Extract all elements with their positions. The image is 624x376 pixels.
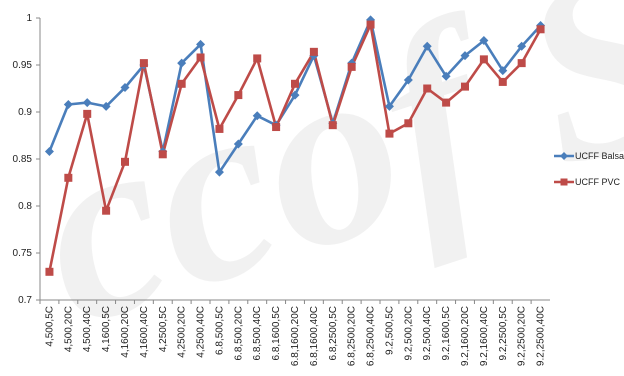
data-point <box>347 62 356 71</box>
x-tick-label: 6.8,500,40C <box>252 306 263 361</box>
data-point <box>291 79 299 88</box>
x-tick-label: 9.2,500,40C <box>422 306 433 361</box>
x-tick-label: 9.2,1600,40C <box>479 306 490 366</box>
x-tick-label: 9.2,500,20C <box>403 306 414 361</box>
x-tick-label: 4,500,40C <box>82 306 93 352</box>
data-point <box>139 59 148 68</box>
x-tick-label: 4,2500,5C <box>158 306 169 352</box>
data-point <box>272 123 281 132</box>
data-point <box>404 119 413 128</box>
series-markers <box>44 15 546 276</box>
data-point <box>234 91 243 100</box>
data-point <box>215 124 224 133</box>
x-tick-label: 4,500,5C <box>44 306 55 347</box>
data-point <box>498 77 507 86</box>
data-point <box>196 53 205 62</box>
x-tick-label: 4,1600,40C <box>139 306 150 358</box>
x-tick-label: 9.2,500,5C <box>384 306 395 355</box>
data-point <box>64 173 73 182</box>
data-point <box>441 71 451 81</box>
data-point <box>479 55 488 64</box>
x-tick-label: 9.2,2500,20C <box>517 306 528 366</box>
data-point <box>384 101 394 111</box>
data-point <box>479 36 489 46</box>
data-point <box>177 58 187 68</box>
x-tick-labels: 4,500,5C 4,500,20C 4,500,40C 4,1600,5C 4,160… <box>44 306 546 366</box>
data-point <box>517 41 527 51</box>
y-tick-label: 0.8 <box>18 201 32 212</box>
data-point <box>423 84 432 93</box>
data-point <box>498 66 508 76</box>
data-point <box>422 41 432 51</box>
data-point <box>120 83 130 93</box>
x-tick-label: 6.8,1600,40C <box>309 306 320 366</box>
y-tick-label: 0.75 <box>13 248 33 259</box>
data-point <box>158 150 167 159</box>
data-point <box>177 79 186 88</box>
x-tick-label: 4,500,20C <box>63 306 74 352</box>
x-tick-label: 6.8,2500,40C <box>366 306 377 366</box>
data-point <box>233 139 243 149</box>
data-point <box>252 111 262 121</box>
x-tick-label: 6.8,500,20C <box>233 306 244 361</box>
x-tick-label: 9.2,1600,20C <box>460 306 471 366</box>
x-tick-label: 6.8,2500,5C <box>328 306 339 361</box>
data-point <box>214 167 224 177</box>
legend: UCFF Balsa UCFF PVC <box>554 151 624 187</box>
data-point <box>253 54 262 63</box>
data-point <box>536 25 545 34</box>
data-point <box>45 267 54 276</box>
x-tick-label: 6.8,1600,20C <box>290 306 301 366</box>
data-point <box>460 51 470 61</box>
y-tick-label: 0.95 <box>13 60 33 71</box>
x-tick-label: 4,1600,5C <box>101 306 112 352</box>
data-point <box>328 121 337 130</box>
data-point <box>442 98 451 107</box>
axes <box>36 17 550 304</box>
y-tick-label: 0.9 <box>18 107 32 118</box>
legend-label: UCFF PVC <box>575 177 621 187</box>
x-tick-label: 9.2,2500,40C <box>536 306 547 366</box>
data-point <box>290 90 300 100</box>
data-point <box>102 206 111 215</box>
data-point <box>101 101 111 111</box>
x-tick-label: 6.8,2500,20C <box>347 306 358 366</box>
x-tick-label: 6.8,500,5C <box>214 306 225 355</box>
data-point <box>309 47 318 56</box>
data-point <box>366 20 375 29</box>
x-tick-label: 6.8,1600,5C <box>271 306 282 361</box>
legend-swatch-marker <box>560 152 568 160</box>
y-tick-label: 0.7 <box>18 295 32 306</box>
data-point <box>196 39 206 49</box>
data-point <box>121 157 129 166</box>
data-point <box>517 59 526 68</box>
x-tick-label: 4,1600,20C <box>120 306 131 358</box>
data-point <box>403 75 413 85</box>
y-tick-label: 0.85 <box>13 154 33 165</box>
legend-label: UCFF Balsa <box>575 151 624 161</box>
data-point <box>83 109 92 118</box>
data-point <box>461 82 469 91</box>
x-tick-label: 9.2,2500,5C <box>498 306 509 361</box>
x-tick-label: 4,2500,20C <box>177 306 188 358</box>
data-point <box>44 146 54 156</box>
legend-swatch-marker <box>560 178 568 186</box>
data-point <box>82 98 92 108</box>
x-tick-label: 4,2500,40C <box>196 306 207 358</box>
data-point <box>385 129 394 138</box>
data-point <box>63 99 73 109</box>
y-tick-label: 1 <box>26 13 32 24</box>
y-tick-labels: 0.7 0.75 0.8 0.85 0.9 0.95 1 <box>13 13 33 306</box>
x-tick-label: 9.2,1600,5C <box>441 306 452 361</box>
